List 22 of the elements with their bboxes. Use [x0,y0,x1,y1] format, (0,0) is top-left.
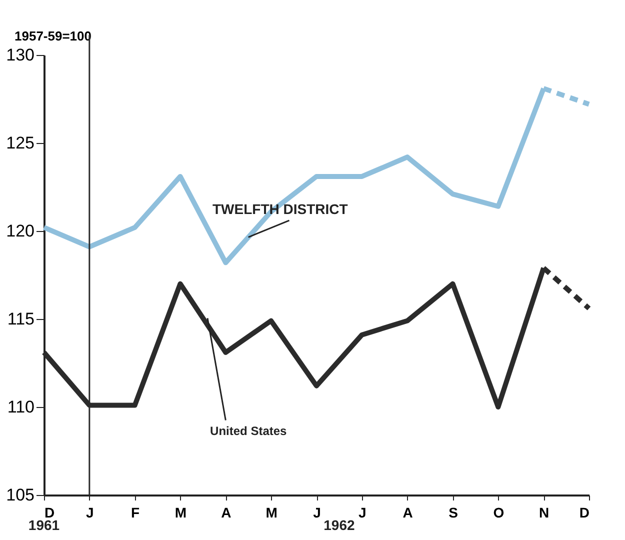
x-tick-label: M [174,504,187,520]
text: United States [210,424,288,438]
x-tick-label: F [131,504,140,520]
series-label: TWELFTH DISTRICT [212,200,348,217]
x-tick-label: J [313,504,321,520]
y-tick-label: 110 [7,398,34,416]
x-tick-label: A [402,504,413,520]
x-tick-label: O [493,504,504,520]
x-tick-label: J [86,504,94,520]
y-tick-label: 120 [6,222,34,240]
x-tick-label: N [539,504,550,520]
x-tick-label: S [448,504,458,520]
y-tick-label: 130 [6,46,34,64]
x-tick-label: J [358,504,366,520]
y-tick-label: 105 [6,486,34,504]
x-tick-label: A [221,504,232,520]
x-tick-label: D [579,504,590,520]
text: 1962 [324,517,355,533]
y-tick-label: 115 [7,310,34,328]
y-tick-label: 125 [6,134,34,152]
y-axis-title: 1957-59=100 [14,28,92,44]
x-tick-label: M [266,504,278,520]
